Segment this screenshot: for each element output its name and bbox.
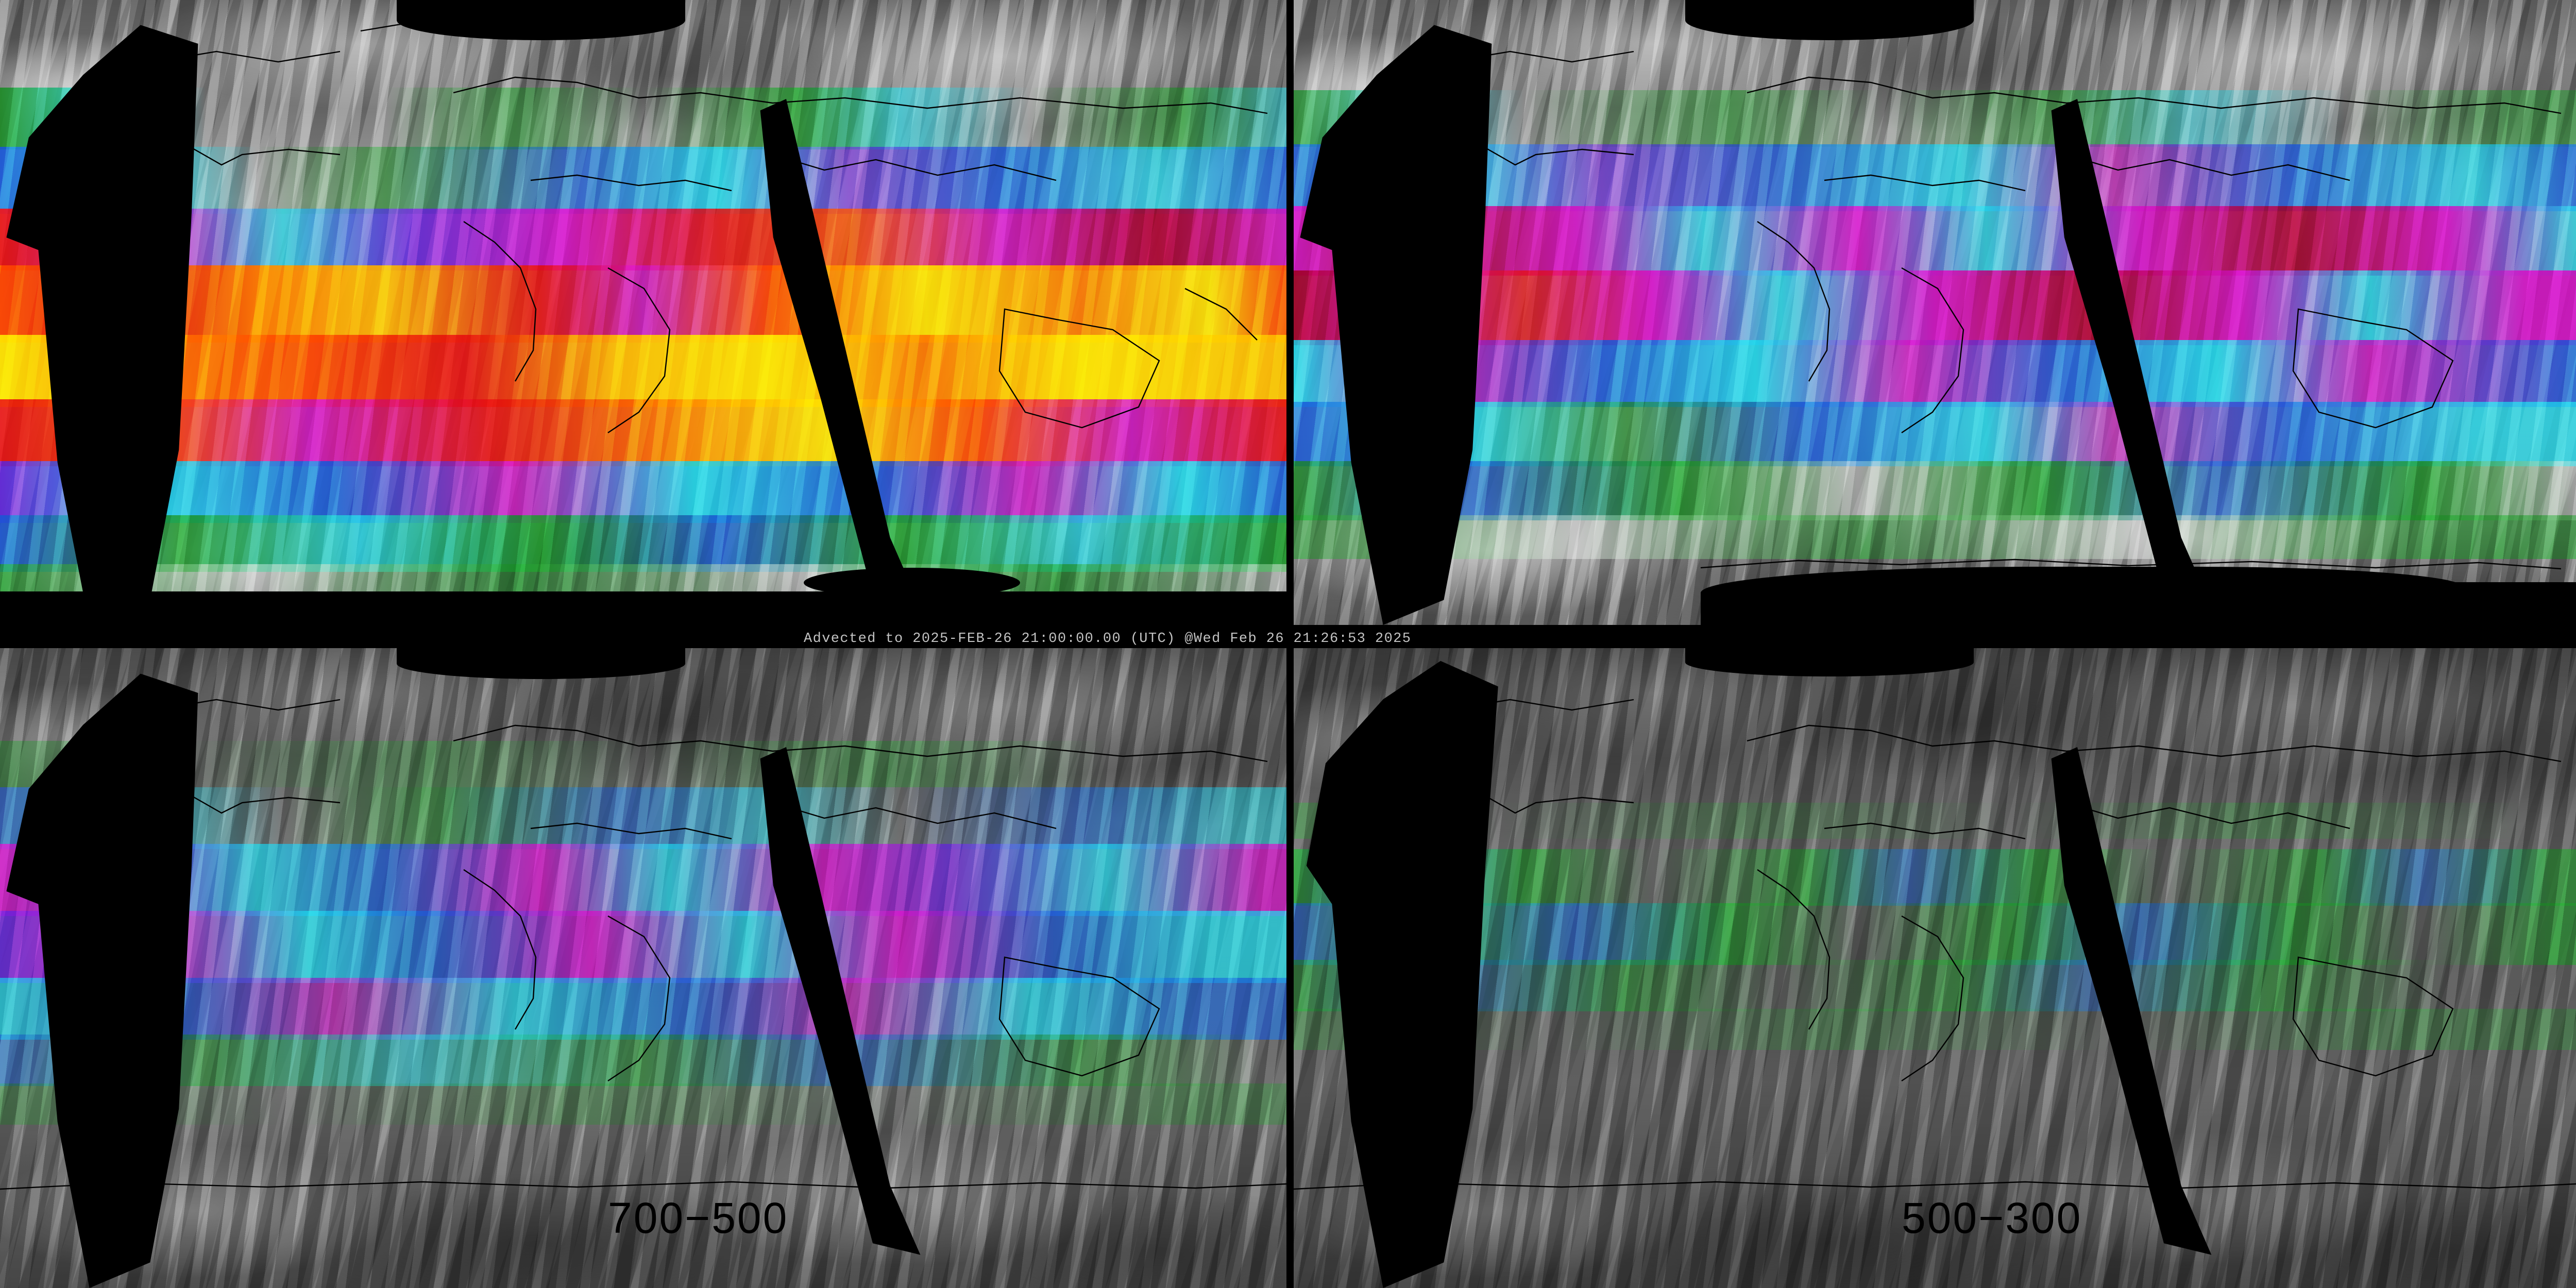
- map-raster-700-500: [0, 648, 1286, 1288]
- polar-cap-arctic: [397, 648, 685, 679]
- panel-700-500[interactable]: 700−500: [0, 648, 1286, 1288]
- panel-surface-700[interactable]: [1294, 0, 2576, 625]
- vertical-divider: [1286, 0, 1294, 1288]
- polar-blob-southern-ocean: [804, 568, 1020, 598]
- panel-500-300[interactable]: 500−300: [1294, 648, 2576, 1288]
- timestamp-label: Advected to 2025-FEB-26 21:00:00.00 (UTC…: [804, 631, 1412, 647]
- map-raster-500-300: [1294, 648, 2576, 1288]
- polar-cap-arctic: [397, 0, 685, 40]
- polar-cap-arctic: [1685, 0, 1974, 40]
- map-raster-total-pw: [0, 0, 1286, 625]
- panel-label-500-300: 500−300: [1902, 1194, 2082, 1242]
- polar-cap-antarctic-right: [1701, 567, 2463, 625]
- polar-cap-antarctic-right-edge: [2401, 582, 2576, 625]
- map-raster-sfc-700: [1294, 0, 2576, 625]
- polar-cap-antarctic-left: [0, 591, 1286, 625]
- polar-cap-arctic: [1685, 648, 1974, 676]
- panel-total-precipitable-water[interactable]: [0, 0, 1286, 625]
- panel-label-700-500: 700−500: [608, 1194, 789, 1242]
